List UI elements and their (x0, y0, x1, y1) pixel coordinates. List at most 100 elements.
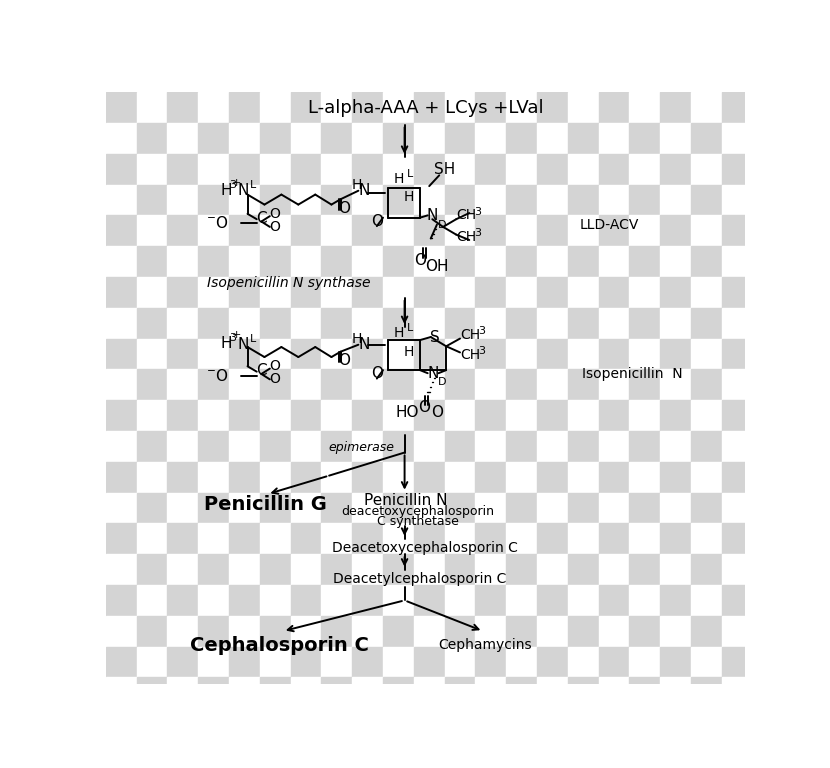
Bar (260, 708, 290, 739)
Bar (168, 462, 198, 492)
Bar (568, 339, 598, 369)
Bar (506, 677, 537, 708)
Bar (598, 492, 629, 523)
Bar (691, 431, 722, 462)
Bar (414, 585, 445, 616)
Bar (290, 554, 321, 585)
Bar (137, 431, 168, 462)
Text: H: H (221, 336, 232, 351)
Bar (629, 184, 660, 215)
Bar (598, 462, 629, 492)
Bar (383, 400, 414, 431)
Bar (691, 277, 722, 308)
Text: C synthetase: C synthetase (377, 515, 459, 528)
Bar (229, 647, 260, 677)
Bar (660, 492, 691, 523)
Bar (290, 339, 321, 369)
Bar (137, 462, 168, 492)
Text: CH: CH (457, 230, 476, 244)
Text: Cephamycins: Cephamycins (438, 638, 531, 652)
Bar (168, 492, 198, 523)
Bar (137, 184, 168, 215)
Bar (106, 339, 137, 369)
Bar (629, 154, 660, 184)
Bar (476, 247, 506, 277)
Text: HO: HO (396, 405, 419, 420)
Bar (753, 277, 784, 308)
Text: epimerase: epimerase (329, 442, 394, 455)
Text: Cephalosporin C: Cephalosporin C (189, 636, 369, 654)
Text: 3: 3 (474, 207, 481, 217)
Bar (598, 277, 629, 308)
Bar (321, 554, 352, 585)
Bar (660, 154, 691, 184)
Bar (321, 400, 352, 431)
Bar (168, 369, 198, 400)
Bar (598, 339, 629, 369)
Bar (506, 123, 537, 154)
Bar (445, 184, 476, 215)
Bar (629, 523, 660, 554)
Bar (506, 277, 537, 308)
Bar (352, 154, 383, 184)
Bar (383, 616, 414, 647)
Bar (168, 184, 198, 215)
Bar (660, 616, 691, 647)
Bar (537, 554, 568, 585)
Bar (137, 369, 168, 400)
Bar (691, 339, 722, 369)
Bar (722, 677, 753, 708)
Bar (229, 247, 260, 277)
Bar (660, 277, 691, 308)
Text: O: O (269, 372, 280, 386)
Bar (753, 123, 784, 154)
Bar (753, 247, 784, 277)
Text: L: L (407, 169, 413, 179)
Bar (383, 92, 414, 123)
Bar (383, 369, 414, 400)
Text: Isopenicillin  N: Isopenicillin N (582, 367, 682, 381)
Bar (753, 523, 784, 554)
Bar (414, 308, 445, 339)
Bar (106, 554, 137, 585)
Bar (290, 184, 321, 215)
Text: H: H (352, 332, 362, 346)
Bar (229, 277, 260, 308)
Bar (722, 123, 753, 154)
Bar (352, 585, 383, 616)
Bar (106, 708, 137, 739)
Bar (352, 647, 383, 677)
Bar (229, 339, 260, 369)
Bar (168, 647, 198, 677)
Text: N: N (238, 184, 249, 198)
Bar (476, 554, 506, 585)
Bar (321, 431, 352, 462)
Bar (260, 677, 290, 708)
Bar (260, 462, 290, 492)
Bar (383, 523, 414, 554)
Bar (260, 554, 290, 585)
Bar (537, 647, 568, 677)
Bar (260, 92, 290, 123)
Bar (198, 708, 229, 739)
Bar (660, 554, 691, 585)
Bar (414, 523, 445, 554)
Bar (229, 492, 260, 523)
Bar (598, 400, 629, 431)
Bar (352, 431, 383, 462)
Bar (598, 523, 629, 554)
Bar (168, 616, 198, 647)
Bar (568, 554, 598, 585)
Bar (414, 647, 445, 677)
Bar (753, 92, 784, 123)
Text: O: O (417, 400, 430, 415)
Bar (722, 184, 753, 215)
Bar (691, 708, 722, 739)
Text: 3: 3 (229, 180, 237, 190)
Bar (352, 523, 383, 554)
Bar (383, 308, 414, 339)
Bar (383, 647, 414, 677)
Bar (722, 215, 753, 247)
Text: C: C (256, 211, 266, 226)
Bar (660, 400, 691, 431)
